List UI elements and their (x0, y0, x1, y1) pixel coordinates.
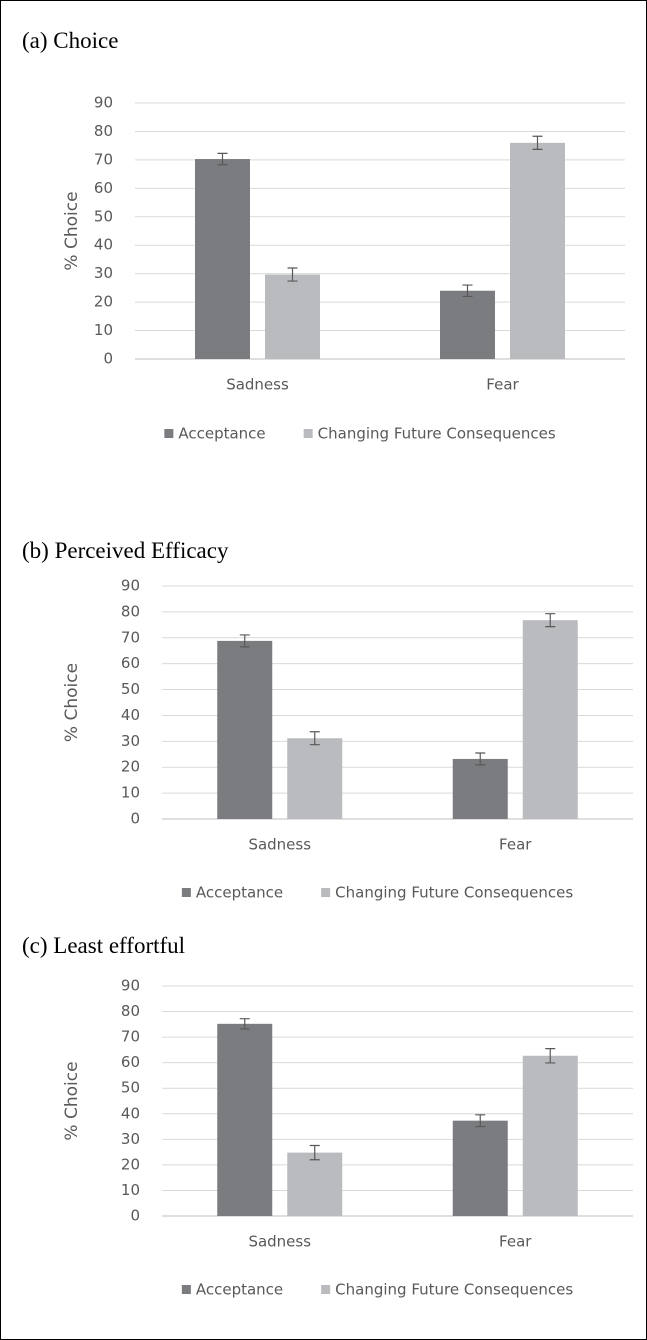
y-tick-label: 0 (130, 810, 140, 828)
y-tick-label: 10 (121, 784, 140, 802)
legend-label: Acceptance (178, 425, 265, 443)
y-axis-label: % Choice (62, 1061, 82, 1140)
legend-label: Changing Future Consequences (335, 1281, 573, 1299)
y-tick-label: 50 (121, 1079, 140, 1097)
legend-label: Changing Future Consequences (318, 425, 556, 443)
y-tick-label: 70 (121, 1028, 140, 1046)
y-tick-label: 20 (121, 758, 140, 776)
bar (452, 1120, 508, 1216)
x-tick-label: Fear (499, 1233, 532, 1251)
y-axis-label: % Choice (62, 663, 82, 742)
legend-swatch (181, 888, 191, 897)
legend-swatch (321, 1285, 331, 1294)
y-tick-label: 10 (94, 321, 113, 339)
error-bar (287, 267, 298, 282)
y-tick-label: 10 (121, 1181, 140, 1199)
y-tick-label: 90 (121, 577, 140, 595)
error-bar (239, 1018, 250, 1030)
y-tick-label: 60 (121, 1053, 140, 1071)
bar (217, 640, 273, 819)
legend-label: Acceptance (196, 1281, 283, 1299)
x-tick-label: Sadness (226, 376, 289, 394)
error-bar (462, 284, 473, 298)
legend-label: Acceptance (196, 884, 283, 902)
error-bar (217, 152, 228, 166)
y-tick-label: 0 (130, 1207, 140, 1225)
bar (265, 274, 320, 359)
error-bar (239, 634, 250, 648)
bar (440, 290, 495, 359)
legend-swatch (303, 429, 313, 438)
bar (452, 758, 508, 819)
bar (522, 620, 578, 819)
chart-title: (b) Perceived Efficacy (22, 538, 229, 563)
error-bar (532, 135, 543, 150)
legend-swatch (181, 1285, 191, 1294)
bar (287, 738, 343, 819)
y-tick-label: 80 (94, 122, 113, 140)
y-tick-label: 60 (121, 654, 140, 672)
x-tick-label: Sadness (248, 836, 311, 854)
y-tick-label: 70 (94, 150, 113, 168)
y-tick-label: 80 (121, 1002, 140, 1020)
y-tick-label: 50 (94, 207, 113, 225)
x-tick-label: Sadness (248, 1233, 311, 1251)
y-tick-label: 20 (94, 293, 113, 311)
y-tick-label: 90 (94, 94, 113, 112)
y-tick-label: 0 (103, 350, 113, 368)
error-bar (475, 1114, 486, 1128)
y-tick-label: 20 (121, 1155, 140, 1173)
bar (510, 142, 565, 359)
x-tick-label: Fear (499, 836, 532, 854)
error-bar (545, 613, 556, 628)
chart-title: (a) Choice (22, 28, 118, 53)
y-tick-label: 80 (121, 602, 140, 620)
y-tick-label: 40 (121, 706, 140, 724)
bar (217, 1023, 273, 1216)
chart-title: (c) Least effortful (22, 933, 185, 958)
y-tick-label: 70 (121, 628, 140, 646)
legend-swatch (164, 429, 174, 438)
y-tick-label: 90 (121, 977, 140, 995)
y-tick-label: 30 (94, 264, 113, 282)
y-tick-label: 40 (94, 236, 113, 254)
error-bar (309, 1144, 320, 1161)
y-axis-label: % Choice (62, 191, 82, 270)
y-tick-label: 40 (121, 1104, 140, 1122)
bar (287, 1152, 343, 1216)
x-tick-label: Fear (486, 376, 519, 394)
error-bar (475, 752, 486, 766)
y-tick-label: 50 (121, 680, 140, 698)
legend-swatch (321, 888, 331, 897)
legend-label: Changing Future Consequences (335, 884, 573, 902)
error-bar (309, 731, 320, 746)
bar (522, 1055, 578, 1216)
y-tick-label: 60 (94, 179, 113, 197)
error-bar (545, 1048, 556, 1064)
y-tick-label: 30 (121, 1130, 140, 1148)
y-tick-label: 30 (121, 732, 140, 750)
bar (195, 159, 250, 359)
